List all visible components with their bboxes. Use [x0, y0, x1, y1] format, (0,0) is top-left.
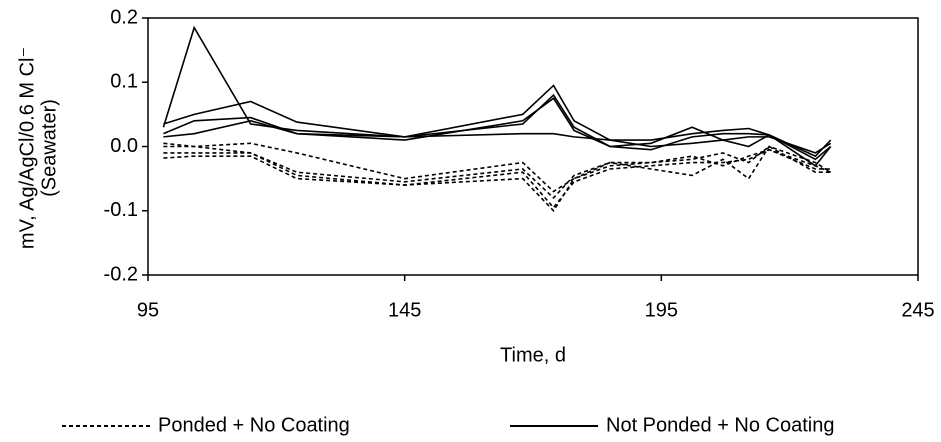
series-line [163, 145, 831, 200]
series-line [163, 119, 832, 154]
legend-label: Not Ponded + No Coating [606, 414, 835, 436]
series-line [163, 148, 832, 209]
x-tick-label: 95 [137, 299, 159, 321]
legend-label: Ponded + No Coating [158, 414, 350, 436]
y-axis-title: mV, Ag/AgCl/0.6 M Cl⁻ [16, 47, 38, 249]
y-tick-label: 0.0 [110, 135, 138, 157]
x-tick-label: 245 [901, 299, 934, 321]
x-tick-label: 195 [645, 299, 678, 321]
x-axis-title: Time, d [500, 344, 566, 366]
y-tick-label: 0.1 [110, 71, 138, 93]
y-tick-label: -0.2 [104, 263, 138, 285]
y-tick-label: -0.1 [104, 199, 138, 221]
y-tick-label: 0.2 [110, 6, 138, 28]
y-axis-title: (Seawater) [38, 99, 60, 197]
series-line [163, 84, 832, 158]
x-tick-label: 145 [388, 299, 421, 321]
series-line [163, 145, 832, 213]
series-line [163, 142, 831, 193]
